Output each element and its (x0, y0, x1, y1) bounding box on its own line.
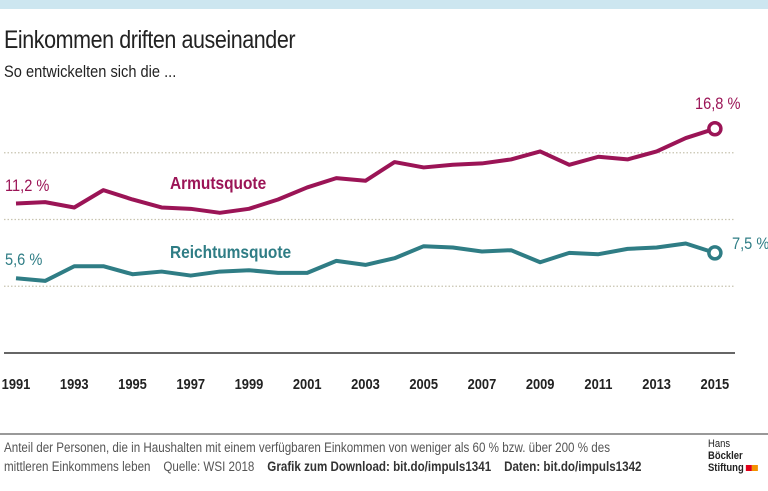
end-marker (707, 245, 723, 261)
x-tick-label: 2007 (468, 375, 497, 392)
x-tick-label: 2013 (642, 375, 671, 392)
x-tick-label: 2003 (351, 375, 380, 392)
series-line-armutsquote (15, 126, 716, 215)
source: Quelle: WSI 2018 (163, 459, 255, 474)
x-tick-label: 1991 (2, 375, 31, 392)
x-tick-label: 1995 (118, 375, 147, 392)
x-tick-label: 2009 (526, 375, 555, 392)
download-link[interactable]: Grafik zum Download: bit.do/impuls1341 (267, 459, 492, 474)
footnote-text: mittleren Einkommens leben (4, 459, 151, 474)
x-tick-label: 2011 (584, 375, 612, 392)
end-label: 16,8 % (695, 95, 740, 113)
start-label: 11,2 % (5, 177, 49, 195)
series-label: Armutsquote (170, 173, 266, 193)
x-tick-label: 2015 (701, 375, 730, 392)
x-tick-label: 1993 (60, 375, 89, 392)
chart-title: Einkommen driften auseinander (4, 26, 296, 54)
footer-divider (0, 433, 768, 435)
footnote-line2: mittleren Einkommens leben Quelle: WSI 2… (4, 459, 641, 474)
x-tick-label: 1999 (235, 375, 264, 392)
series-line-reichtumsquote (15, 241, 716, 283)
x-tick-label: 2005 (409, 375, 438, 392)
x-tick-label: 1997 (176, 375, 205, 392)
series-label: Reichtumsquote (170, 242, 291, 262)
logo: Hans Böckler Stiftung (708, 438, 760, 474)
line-chart: 1991 1993 1995 1997 1999 2001 2003 2005 2007 2009… (2, 95, 768, 392)
end-marker (707, 120, 723, 137)
data-link[interactable]: Daten: bit.do/impuls1342 (504, 459, 642, 474)
start-label: 5,6 % (5, 251, 42, 269)
x-tick-label: 2001 (293, 375, 322, 392)
footnote-line1: Anteil der Personen, die in Haushalten m… (4, 440, 611, 455)
top-bar (0, 0, 768, 9)
chart-subtitle: So entwickelten sich die ... (4, 62, 177, 81)
end-label: 7,5 % (732, 235, 768, 253)
